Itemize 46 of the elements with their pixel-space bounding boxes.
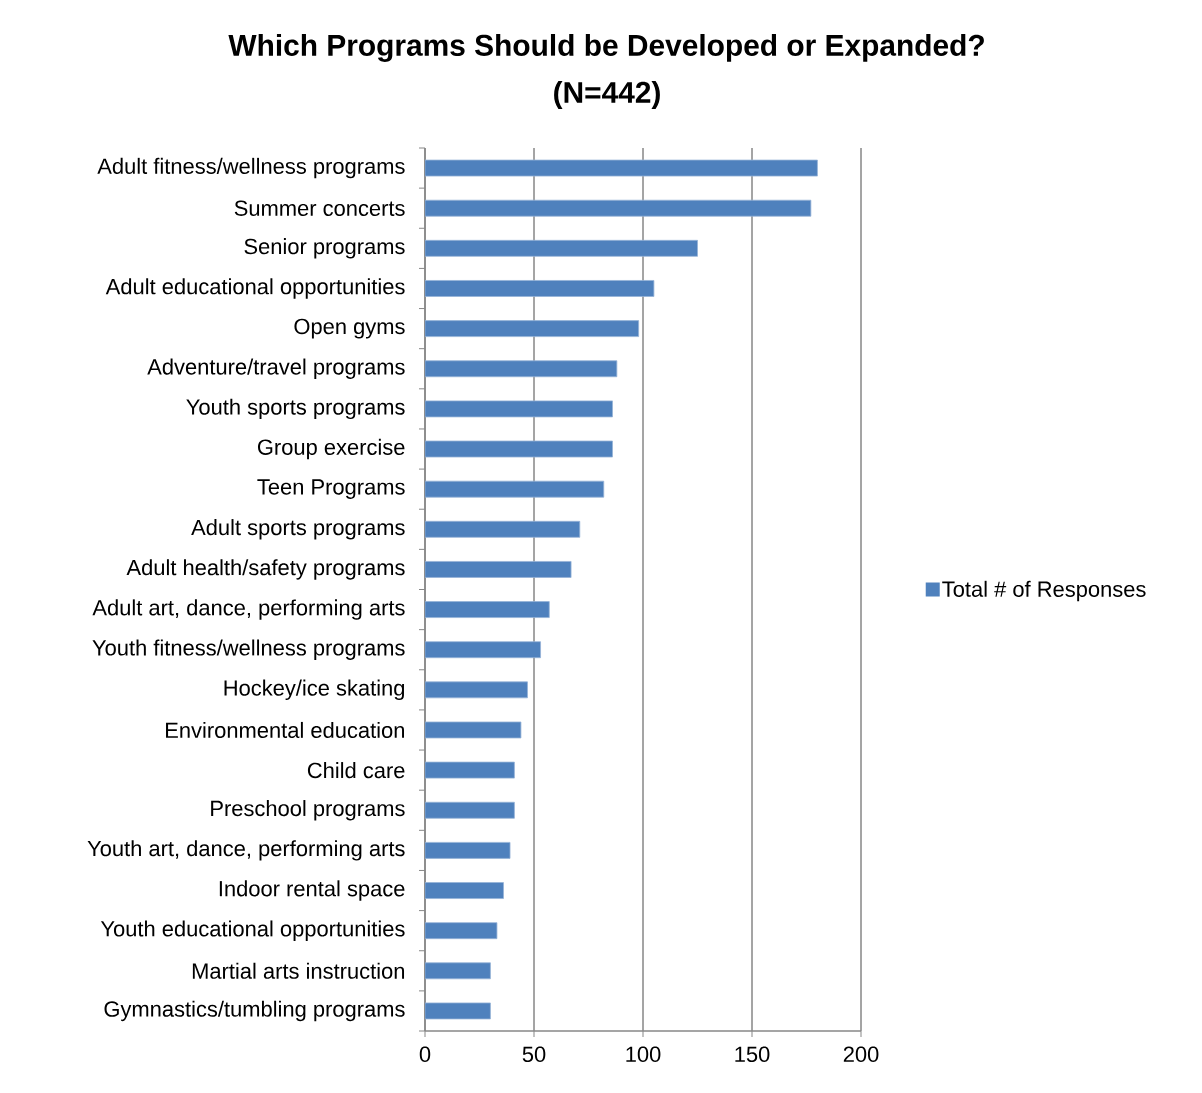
y-tick-label: Adventure/travel programs — [147, 358, 405, 379]
legend-label: Total # of Responses — [942, 580, 1146, 602]
y-tick-label: Gymnastics/tumbling programs — [104, 1000, 405, 1022]
bar — [425, 239, 698, 257]
y-tick-label: Youth fitness/wellness programs — [92, 639, 405, 660]
y-tick-label: Youth art, dance, performing arts — [87, 840, 405, 861]
y-tick-label: Environmental education — [166, 721, 404, 739]
bar — [425, 199, 812, 217]
bar — [425, 520, 581, 538]
y-tick-label: Adult art, dance, performing arts — [92, 599, 405, 620]
y-tick-label: Martial arts instruction — [192, 962, 405, 979]
bar — [425, 480, 605, 498]
x-tick-label: 150 — [735, 1046, 770, 1063]
y-tick-label: Indoor rental space — [219, 880, 405, 901]
y-tick-label: Child care — [307, 762, 405, 779]
bar — [425, 561, 572, 578]
y-tick-label: Youth educational opportunities — [100, 920, 405, 941]
y-tick-label: Adult health/safety programs — [126, 559, 405, 580]
y-tick-label: Adult fitness/wellness programs — [97, 157, 405, 179]
y-tick-label: Summer concerts — [234, 200, 405, 216]
bar — [425, 641, 541, 659]
y-tick-label: Adult sports programs — [191, 519, 405, 540]
bar — [425, 922, 498, 940]
chart-subtitle: (N=442) — [554, 81, 660, 109]
y-tick-label: Open gyms — [294, 318, 405, 339]
x-tick-label: 200 — [843, 1046, 879, 1063]
bar — [425, 601, 550, 618]
x-tick-label: 100 — [626, 1046, 661, 1063]
bar — [425, 681, 528, 699]
y-tick-label: Teen Programs — [257, 479, 405, 499]
bar — [425, 962, 491, 980]
y-tick-label: Youth sports programs — [186, 398, 405, 420]
x-tick-label: 0 — [419, 1046, 431, 1063]
y-tick-label: Adult educational opportunities — [105, 278, 405, 299]
bar — [425, 841, 511, 859]
bar — [425, 801, 515, 819]
y-tick-label: Group exercise — [257, 438, 405, 460]
bar — [425, 360, 618, 378]
bar — [425, 280, 655, 297]
y-tick-label: Preschool programs — [211, 800, 405, 821]
bar — [425, 320, 640, 338]
x-tick-label: 50 — [522, 1046, 546, 1063]
chart-title: Which Programs Should be Developed or Expanded? — [228, 33, 984, 62]
y-tick-label: Hockey/ice skating — [224, 679, 405, 701]
y-tick-label: Senior programs — [244, 238, 405, 259]
bar — [425, 882, 504, 899]
